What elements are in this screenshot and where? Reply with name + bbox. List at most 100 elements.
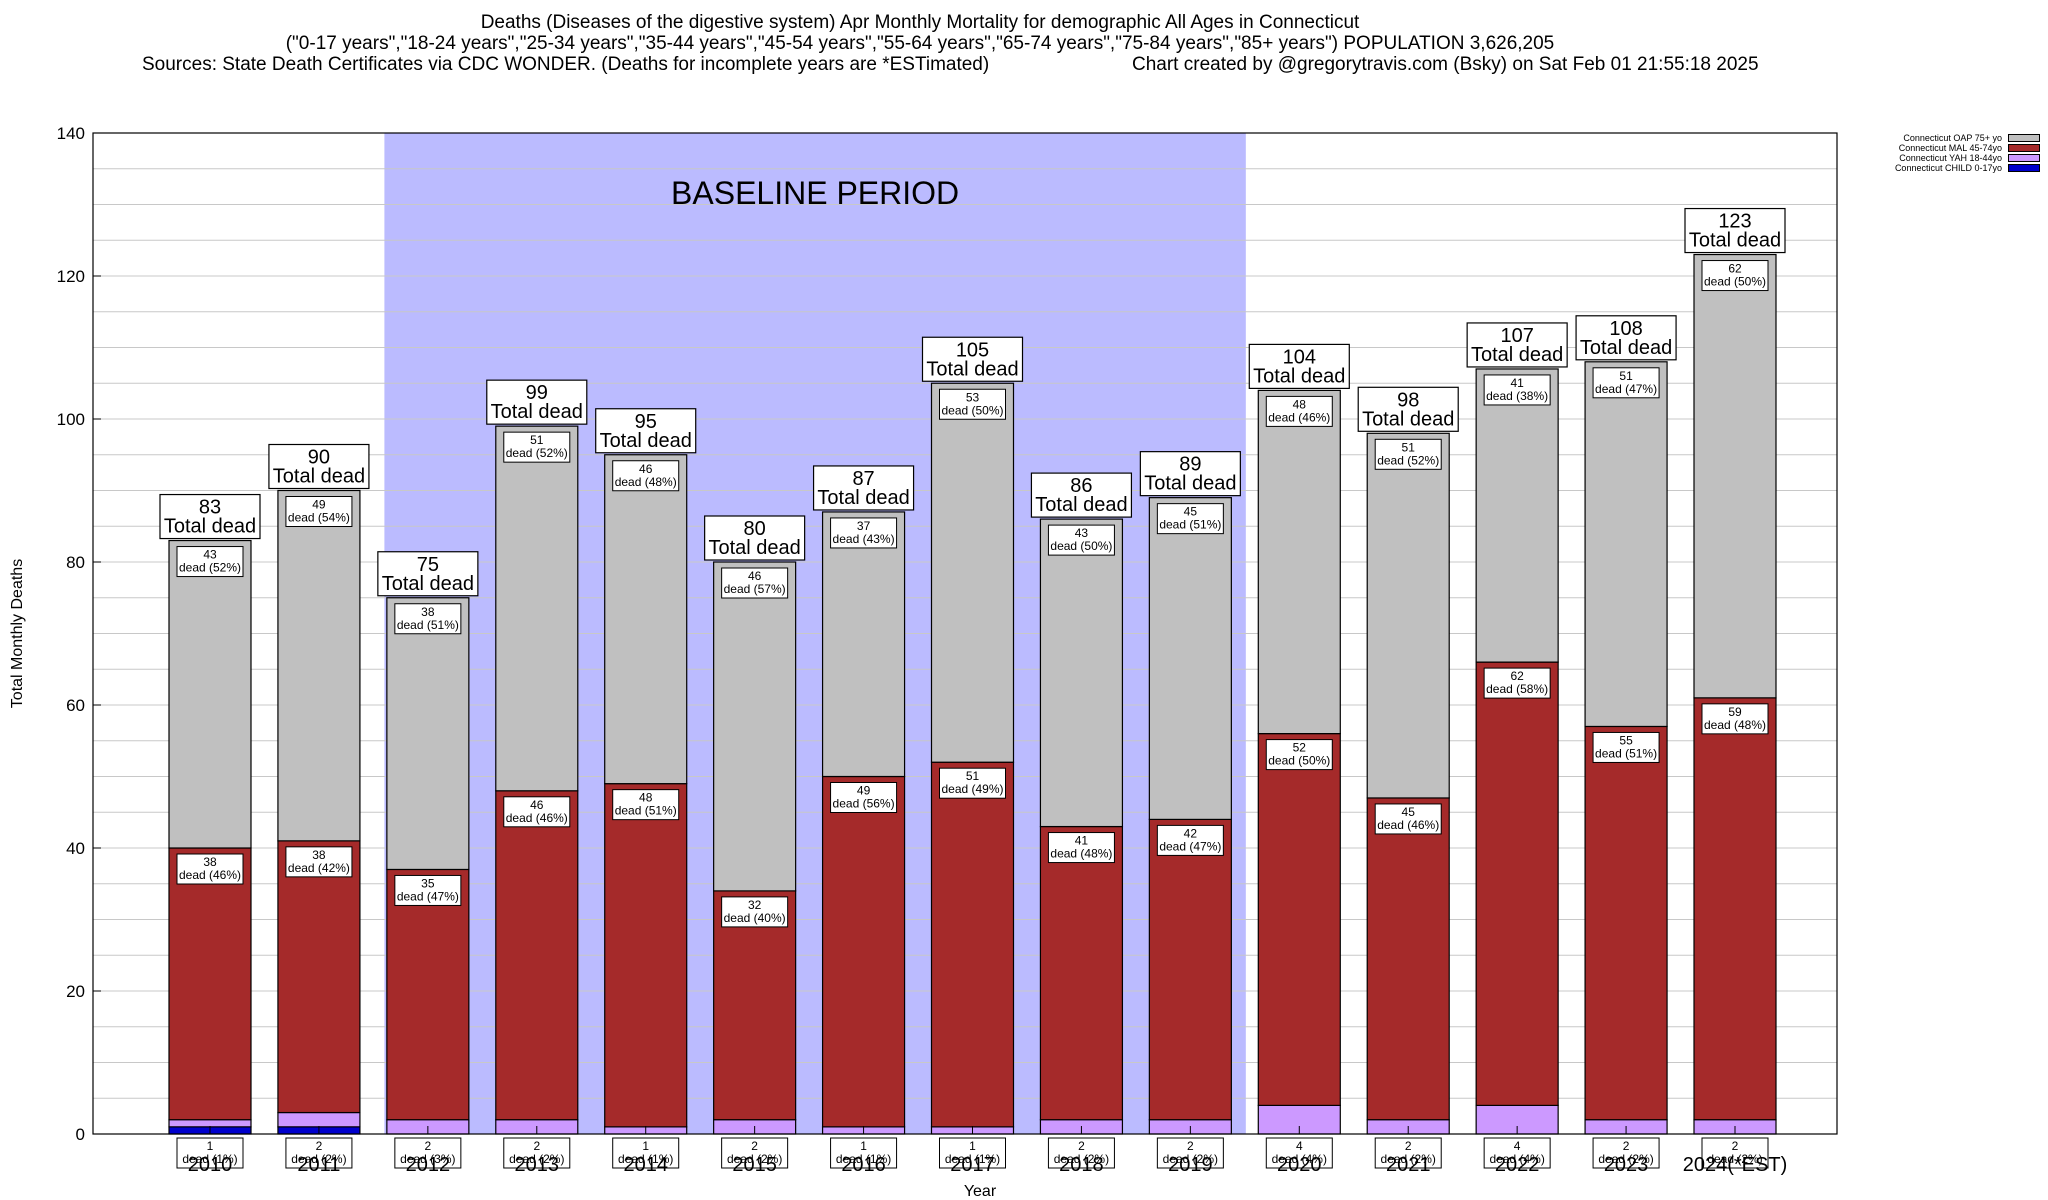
segment-value: 51 [1619,369,1633,383]
segment-value: 4 [1296,1139,1303,1153]
segment-percent: dead (2%) [1054,1152,1109,1166]
total-suffix: Total dead [1689,230,1781,252]
total-value: 87 [852,468,874,490]
segment-percent: dead (50%) [1704,275,1766,289]
y-tick-label: 120 [57,267,85,286]
bar-segment [386,868,470,1121]
segment-percent: dead (51%) [1159,518,1221,532]
segment-label-box [830,782,898,813]
legend-item-child: Connecticut CHILD 0-17yo [1860,163,2040,173]
source-note: Sources: State Death Certificates via CD… [142,54,990,75]
segment-percent: dead (2%) [727,1152,782,1166]
title-line-1: Deaths (Diseases of the digestive system… [480,12,1360,33]
bar-segment [930,761,1015,1128]
total-label-box [159,493,261,540]
segment-label-box [1374,438,1442,470]
segment-percent: dead (2%) [1707,1152,1762,1166]
x-tick-label: 2015 [732,1154,777,1176]
segment-percent: dead (2%) [1163,1152,1218,1166]
total-label-box [486,379,588,425]
segment-value: 2 [316,1139,323,1153]
total-suffix: Total dead [1035,494,1127,516]
bar-segment [495,425,579,792]
bar-segment [604,454,688,785]
total-value: 80 [744,518,766,540]
segment-value: 52 [1293,741,1307,755]
y-tick-label: 20 [66,982,85,1001]
segment-label-box [1265,739,1333,771]
segment-label-box [612,789,680,821]
segment-percent: dead (58%) [1486,682,1548,696]
bar-segment [1366,432,1450,799]
total-label-box [1357,386,1459,432]
total-label-box [1248,343,1350,389]
segment-label-box [1047,524,1115,556]
y-tick-label: 100 [57,410,85,429]
bar-segment [713,561,797,892]
x-axis-title: Year [964,1183,997,1200]
segment-value: 49 [857,784,871,798]
bar-segment [277,840,361,1114]
segment-percent: dead (52%) [1377,453,1439,467]
segment-value: 46 [530,798,544,812]
x-tick-label: 2011 [297,1154,340,1176]
bar-segment [1693,697,1777,1121]
segment-value: 53 [966,390,980,404]
legend-swatch-child [2008,164,2040,172]
segment-label-box [1701,1137,1769,1169]
total-value: 83 [199,497,221,519]
segment-value: 2 [1187,1139,1194,1153]
segment-percent: dead (43%) [833,532,895,546]
segment-label-box [1156,824,1224,856]
total-value: 90 [308,447,330,469]
segment-label-box [1592,731,1660,763]
bar-segment [386,597,470,871]
segment-value: 1 [969,1139,976,1153]
legend: Connecticut OAP 75+ yo Connecticut MAL 4… [1860,133,2040,173]
segment-value: 46 [639,462,653,476]
segment-percent: dead (48%) [1704,718,1766,732]
segment-label-box [176,1137,244,1169]
segment-label-box [721,567,789,599]
y-tick-label: 0 [76,1125,85,1144]
legend-label-oap: Connecticut OAP 75+ yo [1903,133,2002,143]
segment-percent: dead (1%) [182,1152,237,1166]
total-suffix: Total dead [708,537,800,559]
bar-segment [277,489,361,842]
segment-value: 51 [966,769,980,783]
segment-value: 46 [748,569,762,583]
segment-label-box [939,388,1006,420]
segment-value: 1 [207,1139,214,1153]
segment-percent: dead (47%) [397,889,459,903]
bar-segment [1475,368,1559,663]
segment-percent: dead (1%) [618,1152,673,1166]
x-tick-label: 2021 [1386,1154,1431,1176]
x-tick-label: 2014 [623,1154,668,1176]
bar-segment [1475,661,1559,1106]
segment-label-box [176,853,244,885]
segment-value: 43 [203,548,217,562]
segment-percent: dead (3%) [400,1152,455,1166]
segment-label-box [503,1137,571,1169]
total-value: 107 [1500,325,1533,347]
total-suffix: Total dead [382,573,474,595]
segment-value: 48 [1293,397,1307,411]
segment-label-box [394,874,462,906]
total-value: 108 [1609,318,1642,340]
segment-value: 2 [1623,1139,1630,1153]
segment-label-box [1374,803,1442,835]
total-label-box [1684,207,1786,254]
